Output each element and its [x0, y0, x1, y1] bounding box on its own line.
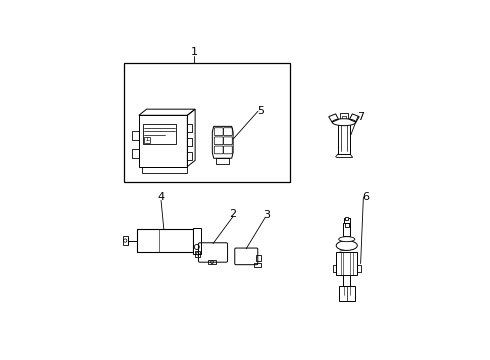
Ellipse shape	[332, 119, 356, 126]
Bar	[344, 223, 349, 227]
Bar	[333, 265, 336, 272]
Bar	[138, 229, 193, 252]
Text: 4: 4	[157, 192, 165, 202]
Bar	[143, 123, 176, 144]
Bar	[195, 251, 200, 257]
Bar	[123, 237, 128, 245]
Bar	[343, 223, 350, 237]
Bar	[187, 124, 193, 132]
Bar	[187, 138, 193, 146]
Bar	[342, 116, 346, 120]
Text: 7: 7	[357, 112, 364, 122]
Bar	[132, 131, 139, 140]
Text: 6: 6	[363, 192, 369, 202]
Bar	[142, 167, 187, 174]
Bar	[340, 113, 348, 120]
Bar	[345, 217, 348, 220]
Bar	[344, 218, 349, 223]
Bar	[132, 149, 139, 158]
Ellipse shape	[339, 237, 355, 242]
Bar	[357, 265, 361, 272]
Bar	[193, 228, 201, 254]
Bar	[256, 255, 261, 261]
Bar	[254, 263, 261, 267]
Text: 1: 1	[191, 46, 198, 57]
Bar	[123, 63, 290, 182]
Bar	[343, 275, 350, 286]
Bar	[339, 286, 355, 301]
Bar	[336, 252, 357, 275]
Bar	[187, 152, 193, 159]
Text: 3: 3	[263, 210, 270, 220]
Bar	[208, 260, 216, 264]
Bar	[145, 137, 150, 143]
Bar	[217, 158, 229, 164]
Text: 2: 2	[229, 209, 237, 219]
Ellipse shape	[336, 241, 357, 251]
Text: 5: 5	[257, 106, 264, 116]
